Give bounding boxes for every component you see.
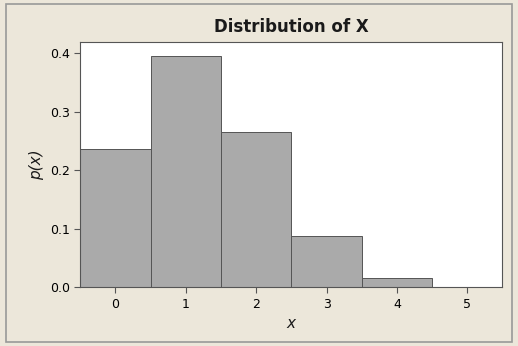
Bar xyxy=(362,279,432,287)
Title: Distribution of X: Distribution of X xyxy=(214,18,369,36)
Bar xyxy=(291,236,362,287)
X-axis label: x: x xyxy=(287,316,296,331)
Bar xyxy=(432,286,502,287)
Bar xyxy=(221,132,291,287)
Bar xyxy=(80,148,151,287)
Bar xyxy=(151,56,221,287)
Y-axis label: p(x): p(x) xyxy=(30,149,45,180)
